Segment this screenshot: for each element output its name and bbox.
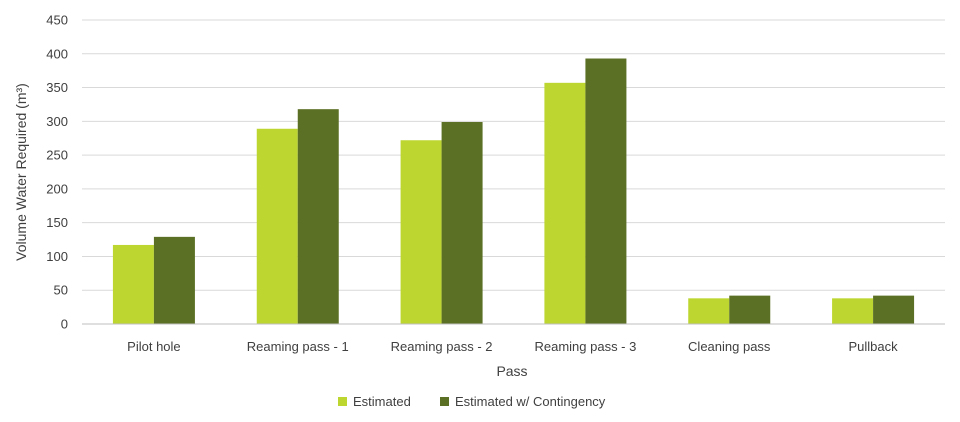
y-axis-ticks: 0 50 100 150 200 250 300 350 400 450: [46, 13, 68, 332]
y-tick-label: 50: [54, 283, 68, 298]
x-tick-label: Pullback: [849, 339, 899, 354]
y-tick-label: 150: [46, 215, 68, 230]
y-tick-label: 100: [46, 249, 68, 264]
y-tick-label: 300: [46, 114, 68, 129]
bar-estimated-contingency-2: [441, 122, 483, 325]
x-tick-label: Cleaning pass: [688, 339, 771, 354]
x-tick-label: Reaming pass - 2: [391, 339, 493, 354]
bar-estimated-contingency-3: [585, 58, 627, 325]
x-axis-ticks: Pilot hole Reaming pass - 1 Reaming pass -…: [127, 339, 898, 354]
y-tick-label: 200: [46, 181, 68, 196]
bar-estimated-contingency-5: [873, 295, 915, 324]
legend-label-estimated: Estimated: [353, 394, 411, 409]
bars: [112, 58, 915, 325]
y-tick-label: 450: [46, 13, 68, 28]
gridlines: [82, 19, 945, 291]
legend-label-estimated-contingency: Estimated w/ Contingency: [455, 394, 606, 409]
bar-estimated-0: [112, 244, 154, 324]
bar-estimated-contingency-0: [153, 236, 195, 324]
bar-estimated-contingency-1: [297, 109, 339, 324]
x-tick-label: Pilot hole: [127, 339, 180, 354]
x-tick-label: Reaming pass - 3: [534, 339, 636, 354]
y-tick-label: 350: [46, 80, 68, 95]
y-axis-title: Volume Water Required (m³): [13, 83, 29, 261]
x-axis-title: Pass: [496, 363, 527, 379]
bar-estimated-3: [544, 82, 586, 325]
y-tick-label: 0: [61, 317, 68, 332]
legend-swatch-estimated: [338, 397, 347, 406]
legend: Estimated Estimated w/ Contingency: [338, 394, 606, 409]
legend-swatch-estimated-contingency: [440, 397, 449, 406]
y-tick-label: 400: [46, 46, 68, 61]
x-tick-label: Reaming pass - 1: [247, 339, 349, 354]
bar-estimated-1: [256, 128, 298, 324]
bar-estimated-contingency-4: [729, 295, 771, 324]
bar-estimated-4: [688, 298, 730, 324]
y-tick-label: 250: [46, 148, 68, 163]
bar-estimated-2: [400, 140, 442, 324]
bar-estimated-5: [832, 298, 874, 324]
